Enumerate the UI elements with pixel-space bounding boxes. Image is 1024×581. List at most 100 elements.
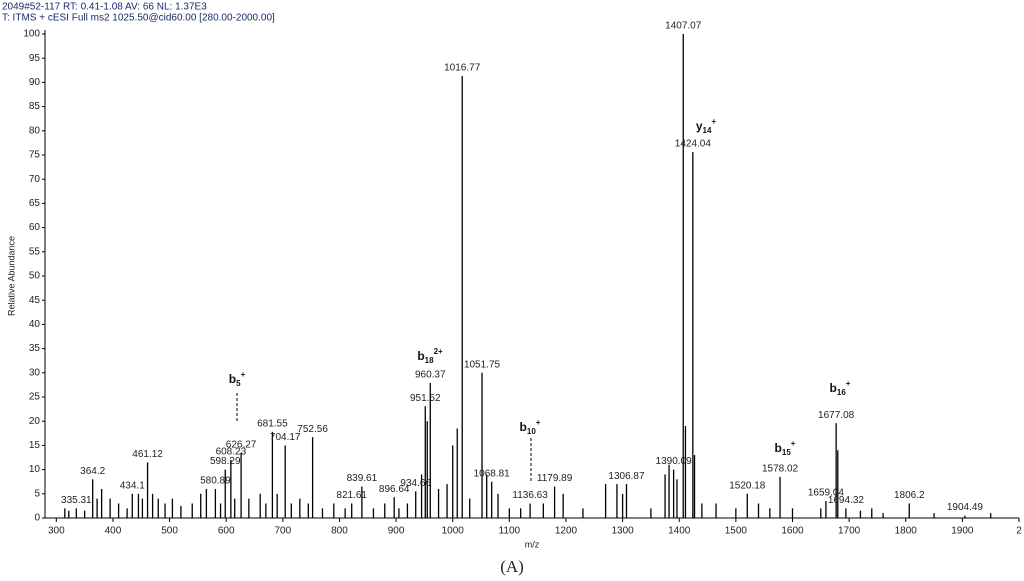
y-tick-label: 20 (29, 416, 41, 427)
ion-subscript: 5 (236, 379, 241, 388)
y-tick-label: 30 (29, 367, 41, 378)
x-tick-label: 500 (161, 526, 178, 537)
header-line: T: ITMS + cESI Full ms2 1025.50@cid60.00… (2, 13, 275, 24)
y-tick-label: 10 (29, 464, 41, 475)
peak-label: 1806.2 (894, 490, 925, 501)
x-tick-label: 400 (105, 526, 122, 537)
peak-label: 364.2 (80, 466, 105, 477)
x-tick-label: 700 (274, 526, 291, 537)
peak-label: 752.56 (297, 424, 328, 435)
peak-label: 821.61 (336, 490, 367, 501)
peak-label: 1068.81 (474, 468, 511, 479)
peak-label: 580.89 (200, 476, 231, 487)
peak-label: 1136.63 (512, 490, 548, 501)
peak-label: 681.55 (257, 418, 288, 429)
y-axis-label: Relative Abundance (6, 236, 16, 316)
peak-label: 1306.87 (608, 471, 645, 482)
y-tick-label: 75 (29, 150, 41, 161)
ion-annotation: b10+ (520, 418, 541, 436)
ion-letter: b (229, 372, 236, 386)
x-tick-label: 1400 (668, 526, 691, 537)
x-tick-label: 1600 (781, 526, 804, 537)
ion-annotation: b16+ (830, 379, 851, 397)
x-tick-label: 1000 (442, 526, 465, 537)
x-tick-label: 1100 (499, 526, 521, 537)
y-tick-label: 95 (29, 53, 41, 64)
y-tick-label: 50 (29, 271, 41, 282)
peak-label: 1407.07 (665, 21, 702, 32)
ion-superscript: + (711, 117, 716, 126)
peak-label: 1051.75 (464, 359, 501, 370)
x-tick-label: 1200 (555, 526, 578, 537)
peak-label: 960.37 (415, 370, 446, 381)
peak-label: 1677.08 (818, 410, 855, 421)
caption: (A) (500, 557, 524, 576)
x-tick-label: 1300 (611, 526, 634, 537)
x-tick-label: 2 (1016, 526, 1022, 537)
y-tick-label: 5 (34, 488, 40, 499)
ion-superscript: + (536, 418, 541, 427)
x-tick-label: 1800 (895, 526, 918, 537)
header-line: 2049#52-117 RT: 0.41-1.08 AV: 66 NL: 1.3… (2, 2, 207, 13)
peak-label: 461.12 (132, 449, 163, 460)
ion-annotation: y14+ (696, 117, 717, 135)
peak-label: 1904.49 (947, 502, 984, 513)
ion-letter: b (775, 441, 782, 455)
y-tick-label: 100 (23, 29, 40, 40)
ion-subscript: 10 (527, 427, 536, 436)
peak-label: 434.1 (120, 480, 145, 491)
peak-label: 1520.18 (729, 480, 766, 491)
ion-annotation: b182+ (417, 347, 443, 365)
y-tick-label: 90 (29, 77, 41, 88)
x-axis-label: m/z (525, 539, 540, 549)
peak-label: 1016.77 (444, 63, 481, 74)
y-tick-label: 55 (29, 246, 41, 257)
peak-label: 1179.89 (537, 473, 573, 484)
peak-label: 1424.04 (675, 139, 712, 150)
peak-label: 896.64 (379, 484, 410, 495)
y-tick-label: 70 (29, 174, 41, 185)
ion-letter: y (696, 119, 703, 133)
peak-label: 704.17 (270, 432, 301, 443)
ion-subscript: 18 (425, 356, 434, 365)
x-tick-label: 1500 (725, 526, 748, 537)
ion-subscript: 15 (782, 448, 791, 457)
ion-superscript: 2+ (434, 347, 443, 356)
ion-annotation: b15+ (775, 439, 796, 457)
peak-label: 1390.09 (656, 456, 693, 467)
x-tick-label: 1700 (838, 526, 861, 537)
ion-superscript: + (241, 370, 246, 379)
x-tick-label: 600 (218, 526, 235, 537)
y-tick-label: 45 (29, 295, 41, 306)
y-tick-label: 0 (34, 513, 40, 524)
peak-label: 598.29 (210, 456, 241, 467)
x-tick-label: 800 (331, 526, 348, 537)
ion-superscript: + (846, 379, 851, 388)
y-tick-label: 40 (29, 319, 41, 330)
ion-subscript: 14 (703, 126, 712, 135)
peak-label: 608.23 (216, 447, 247, 458)
x-tick-label: 900 (388, 526, 405, 537)
y-tick-label: 85 (29, 101, 41, 112)
ion-subscript: 16 (837, 388, 846, 397)
y-tick-label: 60 (29, 222, 41, 233)
y-tick-label: 35 (29, 343, 41, 354)
ion-superscript: + (791, 439, 796, 448)
peak-label: 626.27 (226, 439, 257, 450)
x-tick-label: 1900 (951, 526, 974, 537)
ion-letter: b (520, 420, 527, 434)
peak-label: 1694.32 (828, 495, 865, 506)
peak-label: 1659.04 (808, 488, 845, 499)
peak-label: 934.66 (400, 478, 431, 489)
y-tick-label: 65 (29, 198, 41, 209)
ion-letter: b (830, 381, 837, 395)
peak-label: 335.31 (61, 495, 92, 506)
peak-label: 951.52 (410, 393, 441, 404)
y-tick-label: 15 (29, 440, 41, 451)
x-tick-label: 300 (48, 526, 65, 537)
ion-letter: b (417, 349, 424, 363)
ion-annotation: b5+ (229, 370, 246, 388)
y-tick-label: 25 (29, 392, 41, 403)
peak-label: 1578.02 (762, 464, 799, 475)
